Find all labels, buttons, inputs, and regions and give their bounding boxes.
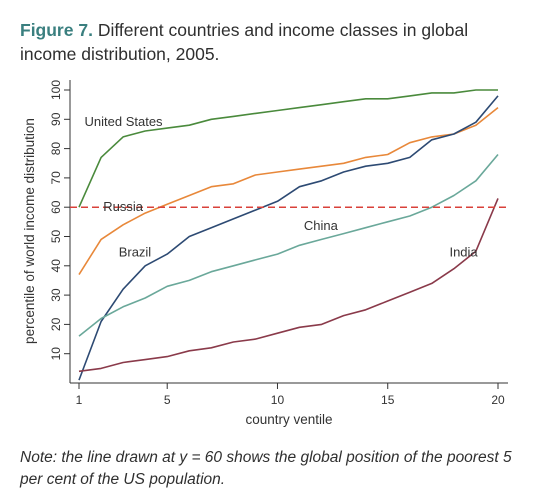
x-tick-label-15: 15 [381,393,395,407]
series-line-china [78,153,499,337]
figure-title: Figure 7. Different countries and income… [20,18,520,66]
annotation-united-states: United States [85,114,164,129]
y-tick-label-70: 70 [49,171,63,185]
y-tick-label-20: 20 [49,317,63,331]
y-tick-label-80: 80 [49,142,63,156]
y-axis-label: percentile of world income distribution [22,118,37,344]
annotation-china: China [304,218,339,233]
y-tick-label-90: 90 [49,112,63,126]
x-tick-label-20: 20 [491,393,505,407]
y-tick-label-40: 40 [49,259,63,273]
series-line-brazil [78,95,499,381]
series-line-russia [78,106,499,276]
annotation-brazil: Brazil [119,245,152,260]
figure-title-text: Different countries and income classes i… [20,20,469,64]
series-layer [78,89,499,381]
annotation-russia: Russia [103,199,144,214]
figure-label: Figure 7. [20,20,93,40]
y-tick-label-50: 50 [49,230,63,244]
figure-note: Note: the line drawn at y = 60 shows the… [20,449,512,488]
series-line-united-states [78,89,498,208]
x-axis-label: country ventile [245,412,332,427]
x-tick-label-1: 1 [76,393,83,407]
y-axis-ticks: 10 20 30 40 50 60 70 80 90 100 [49,80,70,361]
x-axis-ticks: 1 5 10 15 20 [76,383,505,407]
annotation-india: India [449,245,478,260]
y-tick-label-10: 10 [49,347,63,361]
y-tick-label-30: 30 [49,288,63,302]
x-tick-label-5: 5 [164,393,171,407]
y-tick-label-60: 60 [49,200,63,214]
series-line-india [78,198,499,373]
annotation-layer: United States Russia Brazil China India [85,114,479,259]
plot-frame [69,80,508,384]
y-tick-label-100: 100 [49,80,63,100]
x-tick-label-10: 10 [271,393,285,407]
